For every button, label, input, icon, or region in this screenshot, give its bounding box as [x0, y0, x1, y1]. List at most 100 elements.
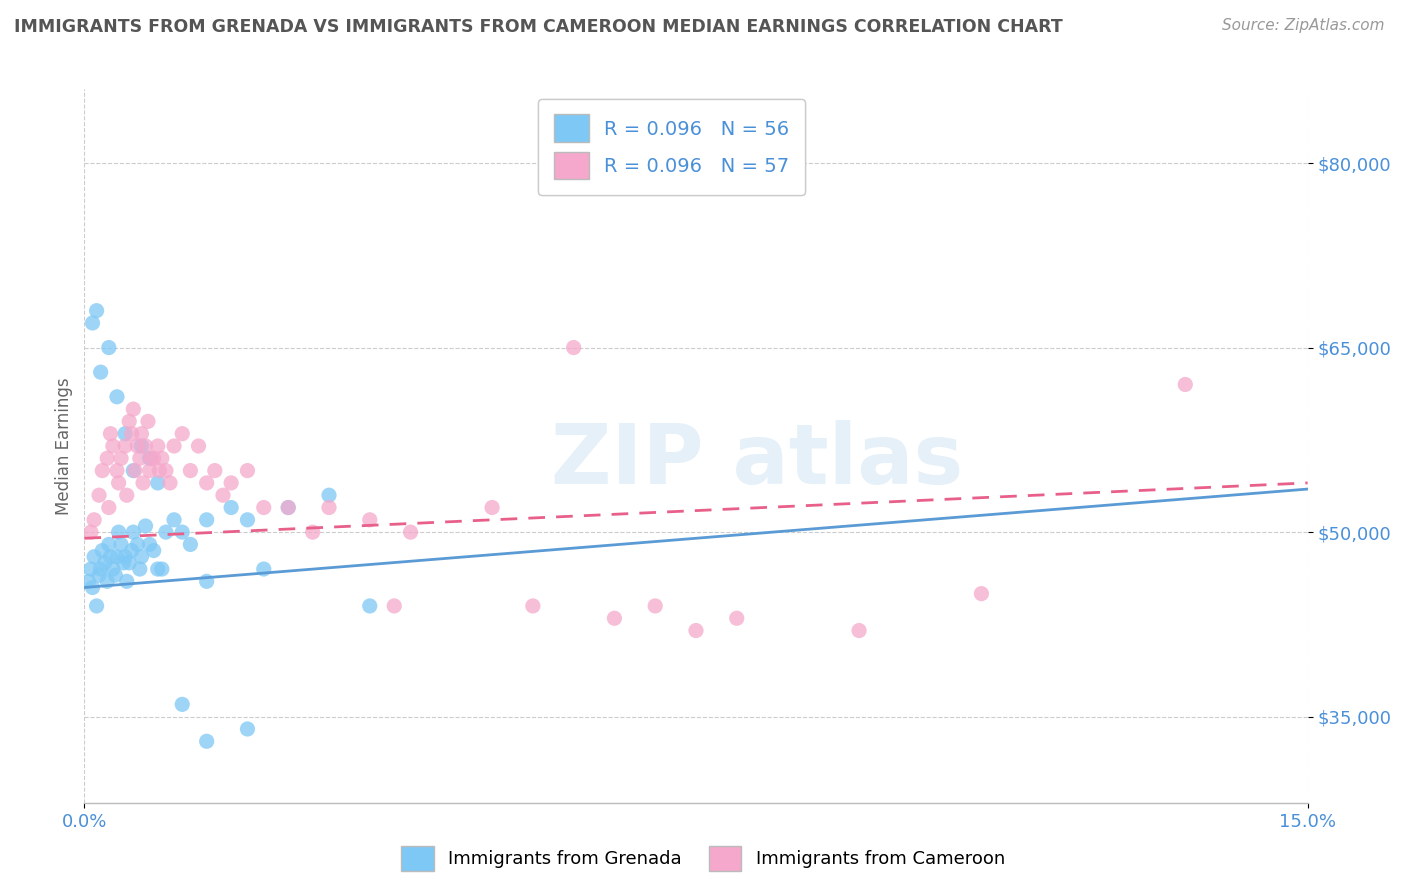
Point [172, 426, 194, 441]
Point [318, 500, 340, 515]
Point [90, 365, 112, 379]
Point [603, 611, 626, 625]
Point [318, 488, 340, 502]
Point [114, 426, 136, 441]
Point [115, 488, 138, 502]
Point [128, 562, 150, 576]
Point [121, 543, 143, 558]
Point [135, 439, 157, 453]
Point [80, 562, 103, 576]
Point [101, 562, 124, 576]
Text: Source: ZipAtlas.com: Source: ZipAtlas.com [1222, 18, 1385, 33]
Point [83, 513, 105, 527]
Point [163, 439, 186, 453]
Point [110, 537, 132, 551]
Point [101, 439, 124, 453]
Point [90, 562, 112, 576]
Point [121, 426, 143, 441]
Point [131, 439, 153, 453]
Point [114, 549, 136, 564]
Point [219, 475, 242, 490]
Point [115, 574, 138, 589]
Point [122, 402, 145, 417]
Point [219, 500, 242, 515]
Point [87, 488, 110, 502]
Point [107, 525, 129, 540]
Point [277, 500, 299, 515]
Text: IMMIGRANTS FROM GRENADA VS IMMIGRANTS FROM CAMEROON MEDIAN EARNINGS CORRELATION : IMMIGRANTS FROM GRENADA VS IMMIGRANTS FR… [14, 18, 1063, 36]
Point [172, 525, 194, 540]
Point [253, 562, 276, 576]
Point [1174, 377, 1197, 392]
Point [148, 464, 170, 478]
Point [82, 581, 104, 595]
Point [122, 464, 145, 478]
Point [96, 574, 118, 589]
Point [155, 464, 177, 478]
Point [236, 464, 259, 478]
Point [236, 513, 259, 527]
Point [155, 525, 177, 540]
Point [105, 390, 128, 404]
Point [187, 439, 209, 453]
Point [132, 475, 155, 490]
Point [82, 316, 104, 330]
Point [118, 414, 141, 428]
Point [124, 464, 146, 478]
Point [236, 722, 259, 736]
Point [87, 568, 110, 582]
Legend: Immigrants from Grenada, Immigrants from Cameroon: Immigrants from Grenada, Immigrants from… [394, 838, 1012, 879]
Point [100, 426, 122, 441]
Text: ZIP atlas: ZIP atlas [551, 420, 963, 500]
Point [77, 574, 100, 589]
Point [128, 451, 150, 466]
Point [146, 439, 169, 453]
Point [138, 464, 160, 478]
Point [146, 562, 169, 576]
Point [91, 464, 114, 478]
Point [141, 451, 163, 466]
Point [96, 451, 118, 466]
Point [86, 303, 108, 318]
Point [359, 513, 381, 527]
Point [522, 599, 544, 613]
Point [204, 464, 226, 478]
Point [136, 414, 159, 428]
Point [212, 488, 235, 502]
Point [725, 611, 748, 625]
Point [848, 624, 870, 638]
Point [131, 549, 153, 564]
Point [277, 500, 299, 515]
Point [301, 525, 323, 540]
Point [107, 475, 129, 490]
Point [105, 464, 128, 478]
Point [382, 599, 405, 613]
Point [86, 599, 108, 613]
Point [122, 525, 145, 540]
Point [138, 451, 160, 466]
Point [97, 537, 120, 551]
Point [195, 574, 218, 589]
Point [195, 475, 218, 490]
Point [110, 451, 132, 466]
Point [172, 698, 194, 712]
Point [253, 500, 276, 515]
Point [112, 556, 135, 570]
Point [142, 451, 165, 466]
Point [100, 549, 122, 564]
Legend: R = 0.096   N = 56, R = 0.096   N = 57: R = 0.096 N = 56, R = 0.096 N = 57 [538, 99, 804, 194]
Point [163, 513, 186, 527]
Point [399, 525, 422, 540]
Point [562, 341, 585, 355]
Point [91, 543, 114, 558]
Point [359, 599, 381, 613]
Point [127, 439, 149, 453]
Point [105, 549, 128, 564]
Point [93, 556, 115, 570]
Point [97, 500, 120, 515]
Point [146, 475, 169, 490]
Point [142, 543, 165, 558]
Point [118, 556, 141, 570]
Point [179, 537, 201, 551]
Point [150, 562, 173, 576]
